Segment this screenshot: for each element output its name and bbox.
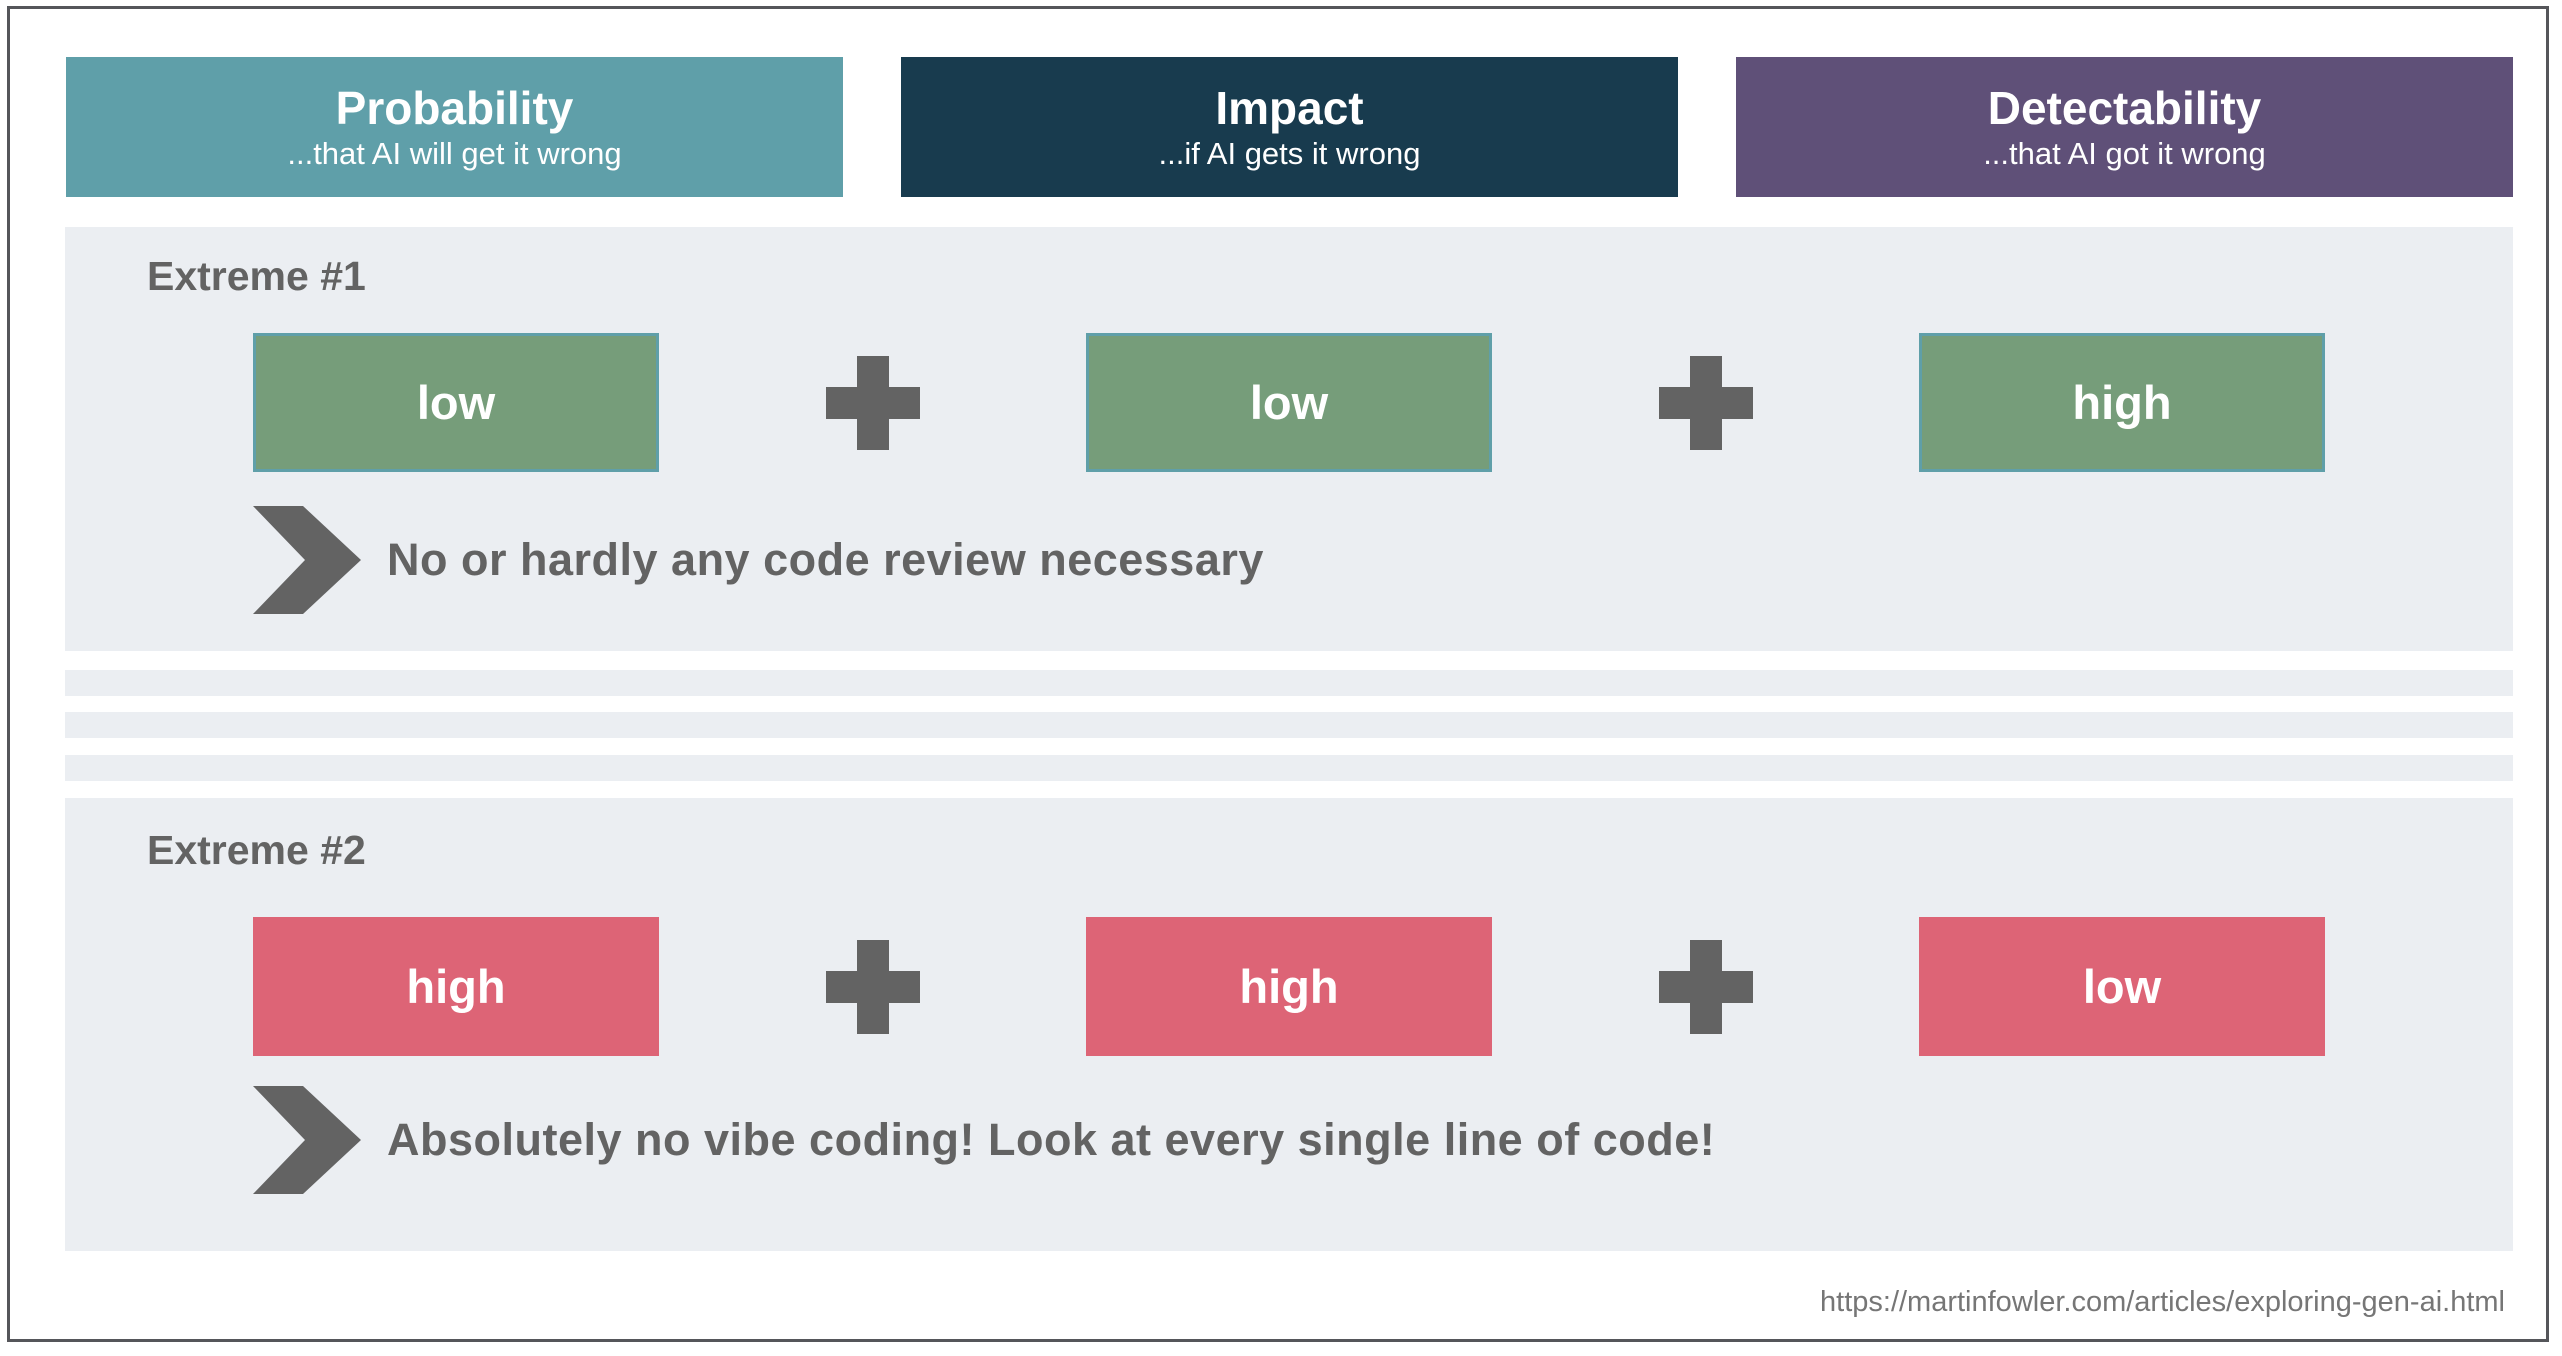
plus-icon (825, 939, 920, 1034)
plus-icon (825, 355, 920, 450)
divider-stripe (65, 712, 2513, 738)
plus-icon (1658, 939, 1753, 1034)
header-detectability-title: Detectability (1987, 81, 2262, 134)
plus-icon (1658, 355, 1753, 450)
extreme-1-detectability-value: high (1919, 333, 2325, 472)
plus-spacer (659, 333, 1086, 472)
extreme-2-impact-value: high (1086, 917, 1492, 1056)
extreme-1-value-row: low low high (253, 333, 2325, 472)
chevron-right-icon (253, 1086, 361, 1194)
plus-spacer (1492, 917, 1919, 1056)
extreme-2-label: Extreme #2 (147, 827, 366, 873)
plus-spacer (659, 917, 1086, 1056)
extreme-2-probability-value: high (253, 917, 659, 1056)
header-detectability-subtitle: ...that AI got it wrong (1983, 136, 2266, 172)
extreme-1-panel: Extreme #1 low low high No or hardly any… (65, 227, 2513, 651)
extreme-1-label: Extreme #1 (147, 253, 366, 299)
extreme-2-value-row: high high low (253, 917, 2325, 1056)
extreme-2-conclusion-row: Absolutely no vibe coding! Look at every… (253, 1086, 1715, 1194)
header-impact-subtitle: ...if AI gets it wrong (1158, 136, 1421, 172)
extreme-1-impact-value: low (1086, 333, 1492, 472)
header-detectability: Detectability ...that AI got it wrong (1736, 57, 2513, 197)
source-url: https://martinfowler.com/articles/explor… (1820, 1286, 2505, 1318)
chevron-right-icon (253, 506, 361, 614)
header-probability: Probability ...that AI will get it wrong (66, 57, 843, 197)
extreme-2-panel: Extreme #2 high high low Absolutely no v… (65, 798, 2513, 1251)
extreme-1-probability-value: low (253, 333, 659, 472)
header-probability-title: Probability (335, 81, 574, 134)
extreme-2-detectability-value: low (1919, 917, 2325, 1056)
extreme-1-conclusion: No or hardly any code review necessary (387, 534, 1264, 585)
header-impact-title: Impact (1215, 81, 1364, 134)
extreme-2-conclusion: Absolutely no vibe coding! Look at every… (387, 1114, 1716, 1165)
divider-stripe (65, 670, 2513, 696)
extreme-1-conclusion-row: No or hardly any code review necessary (253, 506, 1264, 614)
header-impact: Impact ...if AI gets it wrong (901, 57, 1678, 197)
plus-spacer (1492, 333, 1919, 472)
header-probability-subtitle: ...that AI will get it wrong (287, 136, 622, 172)
header-row: Probability ...that AI will get it wrong… (66, 57, 2513, 197)
divider-stripe (65, 755, 2513, 781)
